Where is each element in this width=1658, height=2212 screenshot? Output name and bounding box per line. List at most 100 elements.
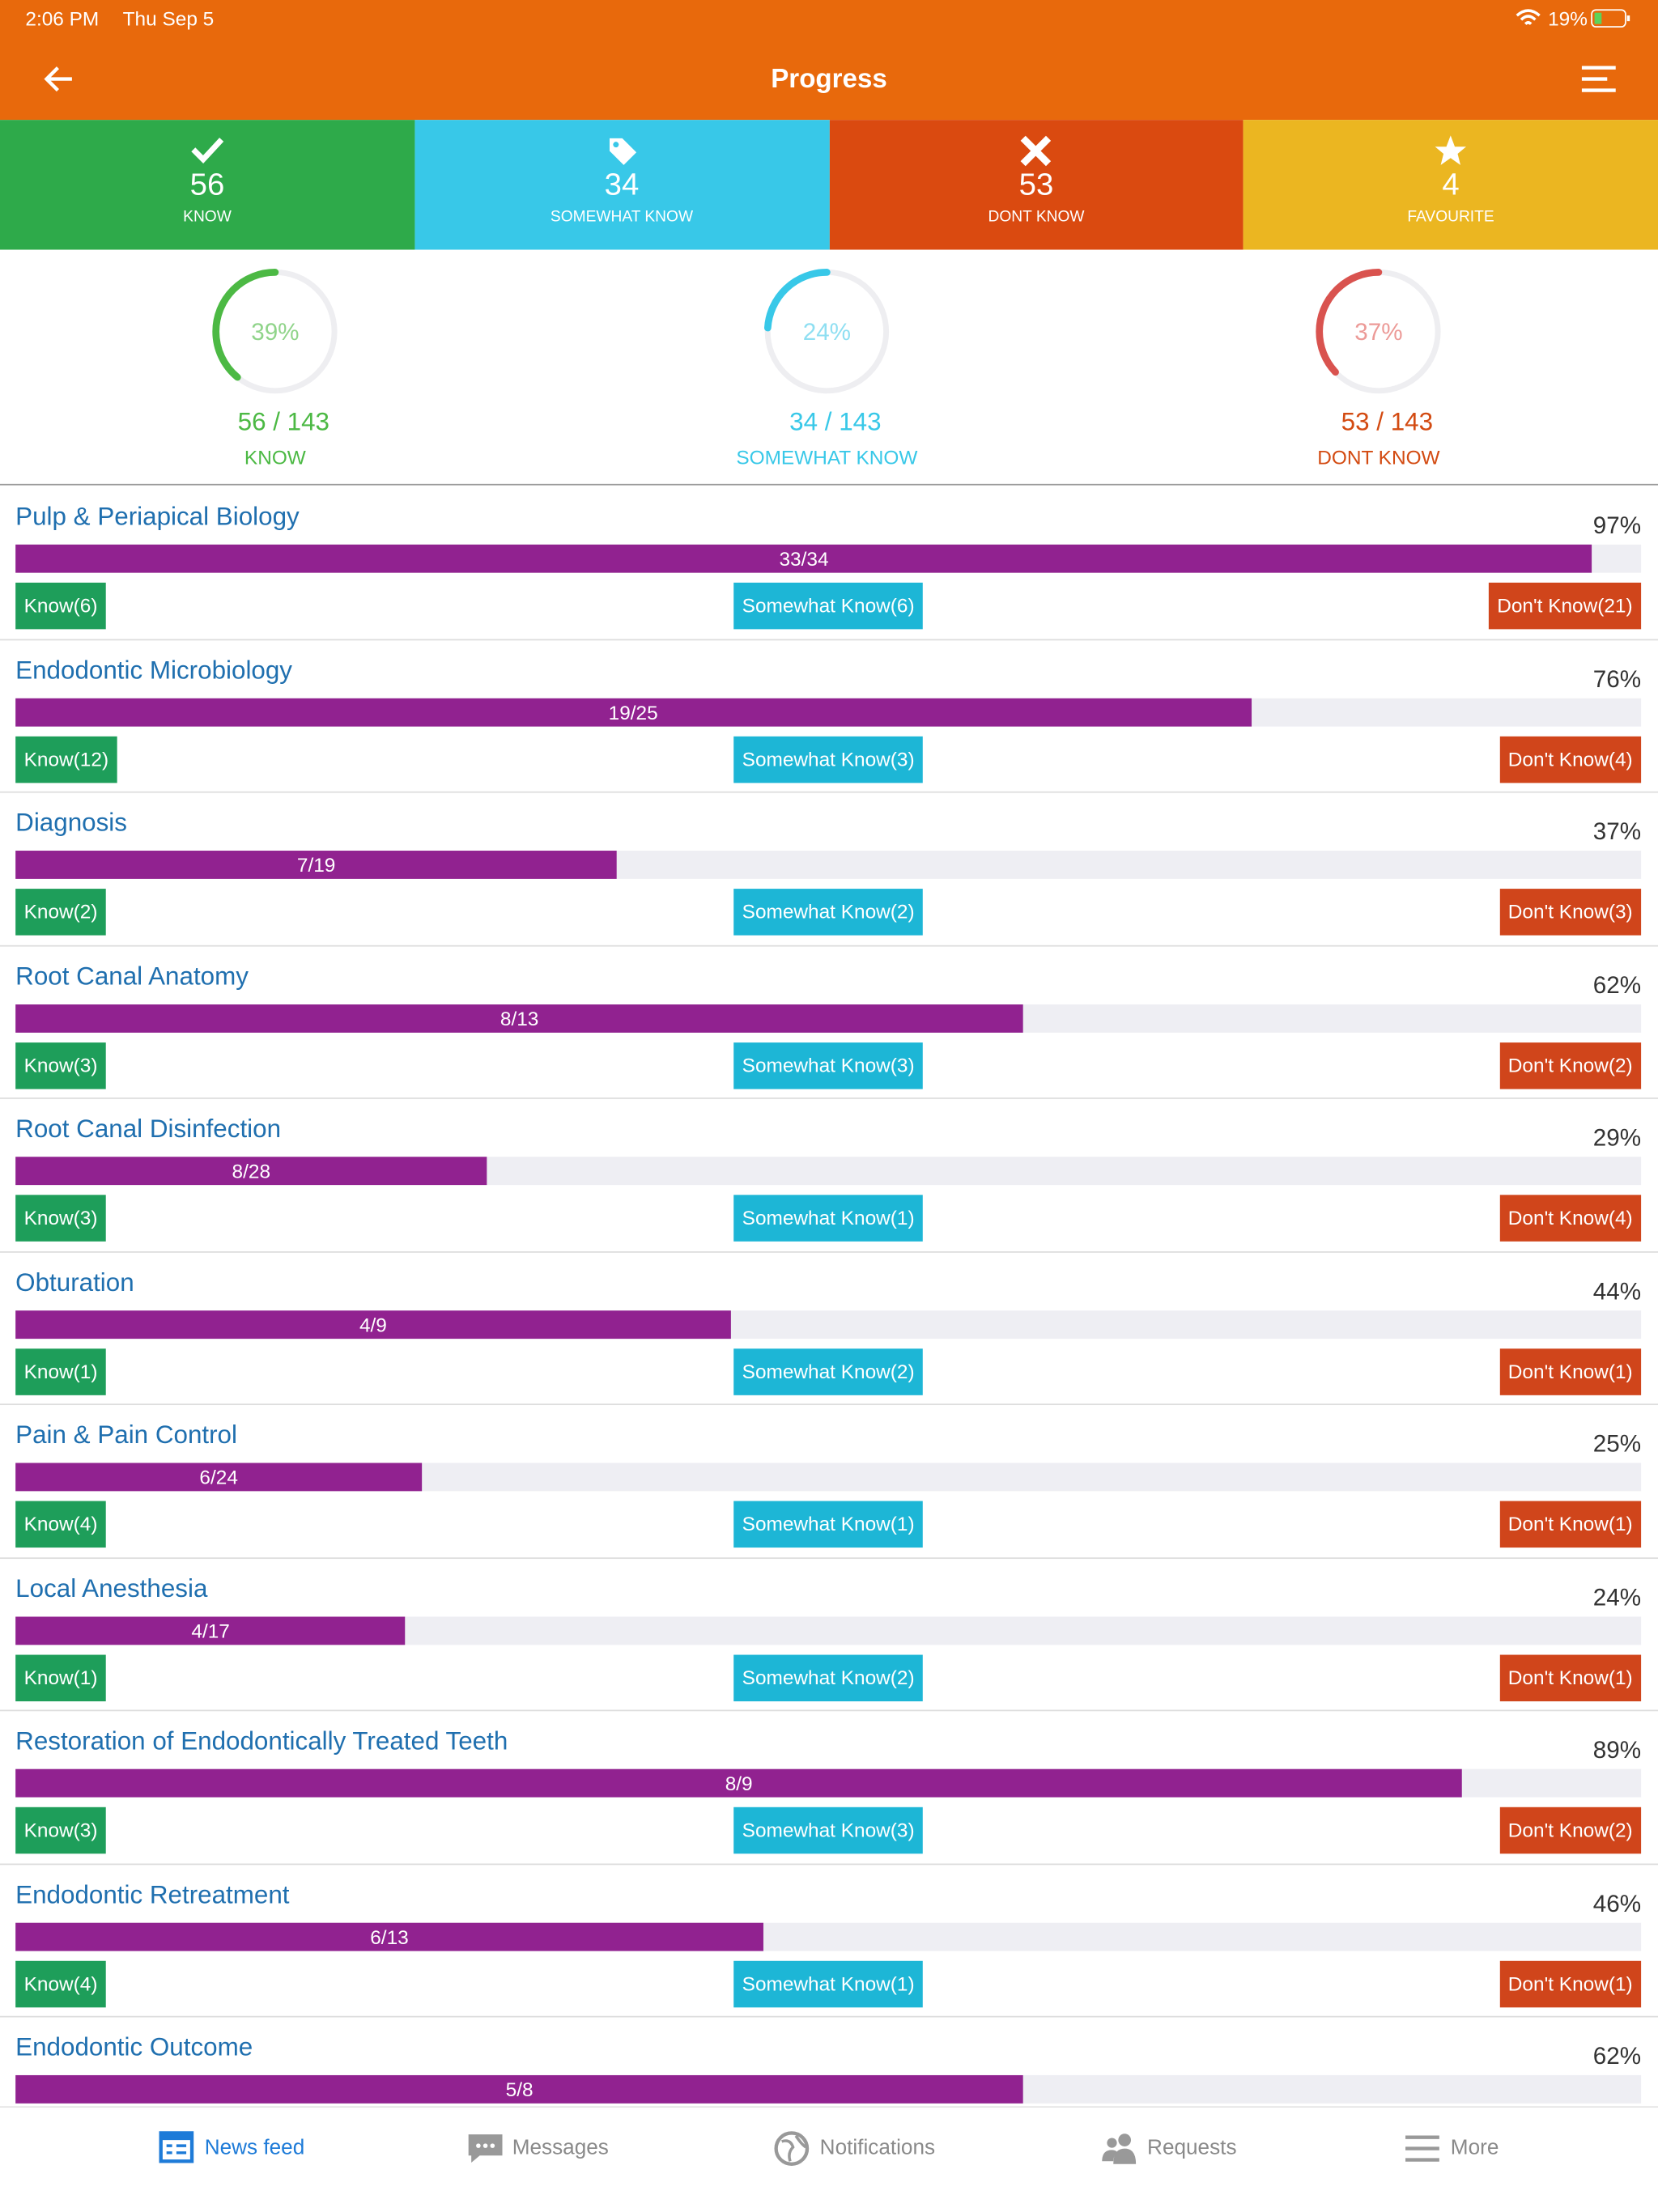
topic-row: Endodontic Retreatment 46% 6/13 Know(4) Some… bbox=[0, 1864, 1658, 2018]
progress-fill bbox=[15, 851, 618, 879]
progress-fraction: 33/34 bbox=[779, 547, 829, 571]
know-button[interactable]: Know(12) bbox=[15, 735, 117, 783]
stat-tile[interactable]: 4 FAVOURITE bbox=[1244, 120, 1658, 250]
dont-know-button[interactable]: Don't Know(21) bbox=[1488, 582, 1642, 630]
topic-title[interactable]: Local Anesthesia bbox=[15, 1573, 208, 1603]
dont-know-button[interactable]: Don't Know(1) bbox=[1499, 1654, 1642, 1701]
dont-know-button[interactable]: Don't Know(2) bbox=[1499, 1042, 1642, 1089]
somewhat-know-button[interactable]: Somewhat Know(3) bbox=[733, 735, 924, 783]
know-button[interactable]: Know(1) bbox=[15, 1654, 106, 1701]
progress-track: 6/13 bbox=[15, 1921, 1642, 1951]
topic-percent: 89% bbox=[1592, 1736, 1642, 1764]
progress-track: 33/34 bbox=[15, 544, 1642, 573]
tile-icon bbox=[1435, 135, 1467, 165]
know-button[interactable]: Know(1) bbox=[15, 1348, 106, 1395]
dont-know-button[interactable]: Don't Know(2) bbox=[1499, 1807, 1642, 1854]
somewhat-know-button[interactable]: Somewhat Know(3) bbox=[733, 1807, 924, 1854]
tile-label: KNOW bbox=[183, 208, 232, 226]
topic-row: Endodontic Microbiology 76% 19/25 Know(12) S… bbox=[0, 639, 1658, 793]
battery-level: 19% bbox=[1548, 6, 1588, 30]
topic-percent: 62% bbox=[1592, 971, 1642, 999]
stat-tile[interactable]: 34 SOMEWHAT KNOW bbox=[414, 120, 830, 250]
topic-percent: 25% bbox=[1592, 1430, 1642, 1458]
tab-label[interactable]: More bbox=[1450, 2135, 1499, 2160]
tile-count: 34 bbox=[604, 166, 640, 202]
progress-fraction: 6/24 bbox=[199, 1465, 238, 1488]
topic-title[interactable]: Endodontic Outcome bbox=[15, 2032, 253, 2061]
somewhat-know-button[interactable]: Somewhat Know(1) bbox=[733, 1195, 924, 1242]
tile-label: FAVOURITE bbox=[1407, 208, 1494, 226]
tab-label[interactable]: Messages bbox=[512, 2135, 609, 2160]
menu-button[interactable] bbox=[1579, 63, 1618, 94]
topic-row: Local Anesthesia 24% 4/17 Know(1) Somewhat K… bbox=[0, 1558, 1658, 1712]
progress-fill bbox=[15, 1157, 487, 1186]
dont-know-button[interactable]: Don't Know(4) bbox=[1499, 1195, 1642, 1242]
progress-track: 5/8 bbox=[15, 2074, 1642, 2104]
ring-fraction: 53 / 143 bbox=[1341, 408, 1433, 436]
somewhat-know-button[interactable]: Somewhat Know(1) bbox=[733, 1501, 924, 1548]
somewhat-know-button[interactable]: Somewhat Know(6) bbox=[733, 582, 924, 630]
know-button[interactable]: Know(4) bbox=[15, 1959, 106, 2007]
dont-know-button[interactable]: Don't Know(3) bbox=[1499, 889, 1642, 936]
tab-label[interactable]: Notifications bbox=[819, 2135, 936, 2160]
somewhat-know-button[interactable]: Somewhat Know(3) bbox=[733, 1042, 924, 1089]
back-button[interactable] bbox=[42, 63, 76, 94]
topic-row: Root Canal Anatomy 62% 8/13 Know(3) Somewhat… bbox=[0, 946, 1658, 1099]
progress-fill bbox=[15, 2074, 1024, 2104]
stat-tile[interactable]: 56 KNOW bbox=[0, 120, 415, 250]
tab-label[interactable]: Requests bbox=[1147, 2135, 1237, 2160]
topic-title[interactable]: Pain & Pain Control bbox=[15, 1420, 237, 1450]
progress-fill bbox=[15, 1004, 1024, 1033]
progress-track: 19/25 bbox=[15, 697, 1642, 726]
topic-title[interactable]: Endodontic Microbiology bbox=[15, 655, 293, 684]
know-button[interactable]: Know(3) bbox=[15, 1042, 106, 1089]
know-button[interactable]: Know(3) bbox=[15, 1807, 106, 1854]
dont-know-button[interactable]: Don't Know(1) bbox=[1499, 1959, 1642, 2007]
tab-icon bbox=[1102, 2133, 1137, 2164]
dont-know-button[interactable]: Don't Know(4) bbox=[1499, 735, 1642, 783]
status-time: 2:06 PM bbox=[25, 6, 100, 30]
progress-fraction: 19/25 bbox=[608, 700, 658, 724]
topic-title[interactable]: Root Canal Anatomy bbox=[15, 961, 249, 990]
wifi-icon bbox=[1516, 9, 1541, 25]
topic-title[interactable]: Obturation bbox=[15, 1267, 134, 1296]
rings: 39% 56 / 143 KNOW 24% 34 / 143 SOMEWHAT KNOW 3… bbox=[212, 269, 1442, 469]
battery-icon bbox=[1591, 9, 1630, 28]
know-button[interactable]: Know(4) bbox=[15, 1501, 106, 1548]
tab-icon bbox=[159, 2131, 194, 2163]
topic-title[interactable]: Restoration of Endodontically Treated Te… bbox=[15, 1726, 508, 1756]
know-button[interactable]: Know(6) bbox=[15, 582, 106, 630]
ring-label: DONT KNOW bbox=[1317, 447, 1439, 469]
dont-know-button[interactable]: Don't Know(1) bbox=[1499, 1348, 1642, 1395]
know-button[interactable]: Know(2) bbox=[15, 889, 106, 936]
tab-label[interactable]: News feed bbox=[204, 2135, 305, 2160]
topic-percent: 37% bbox=[1592, 817, 1642, 846]
somewhat-know-button[interactable]: Somewhat Know(2) bbox=[733, 1348, 924, 1395]
topic-percent: 62% bbox=[1592, 2042, 1642, 2070]
status-date: Thu Sep 5 bbox=[122, 6, 215, 30]
progress-fill bbox=[15, 1310, 731, 1339]
stat-tile[interactable]: 53 DONT KNOW bbox=[829, 120, 1244, 250]
topic-title[interactable]: Diagnosis bbox=[15, 808, 127, 837]
somewhat-know-button[interactable]: Somewhat Know(1) bbox=[733, 1959, 924, 2007]
tile-label: SOMEWHAT KNOW bbox=[550, 208, 694, 226]
topic-title[interactable]: Endodontic Retreatment bbox=[15, 1879, 290, 1908]
progress-track: 8/28 bbox=[15, 1157, 1642, 1186]
topic-row: Root Canal Disinfection 29% 8/28 Know(3) Som… bbox=[0, 1099, 1658, 1252]
topic-title[interactable]: Root Canal Disinfection bbox=[15, 1114, 282, 1143]
somewhat-know-button[interactable]: Somewhat Know(2) bbox=[733, 1654, 924, 1701]
know-button[interactable]: Know(3) bbox=[15, 1195, 106, 1242]
progress-fill bbox=[15, 1615, 406, 1645]
progress-track: 4/17 bbox=[15, 1615, 1642, 1645]
progress-track: 6/24 bbox=[15, 1463, 1642, 1492]
dont-know-button[interactable]: Don't Know(1) bbox=[1499, 1501, 1642, 1548]
topic-percent: 97% bbox=[1592, 512, 1642, 539]
topic-title[interactable]: Pulp & Periapical Biology bbox=[15, 502, 300, 531]
topic-percent: 29% bbox=[1592, 1124, 1642, 1152]
ring-arc bbox=[763, 269, 890, 395]
progress-track: 8/9 bbox=[15, 1768, 1642, 1798]
ring-label: SOMEWHAT KNOW bbox=[736, 447, 917, 469]
somewhat-know-button[interactable]: Somewhat Know(2) bbox=[733, 889, 924, 936]
